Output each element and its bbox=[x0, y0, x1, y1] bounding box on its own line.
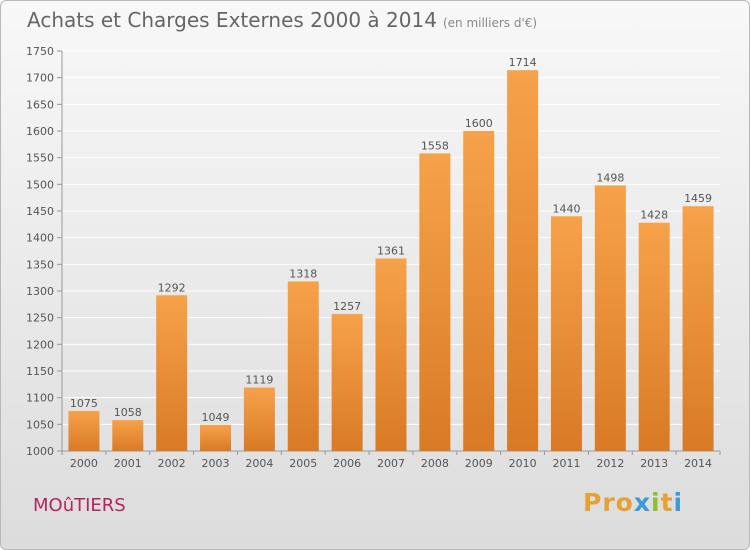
y-tick-label: 1400 bbox=[26, 232, 54, 245]
bars bbox=[68, 70, 714, 451]
y-tick-label: 1350 bbox=[26, 258, 54, 271]
x-tick-label-2012: 2012 bbox=[596, 457, 624, 470]
y-tick-label: 1150 bbox=[26, 365, 54, 378]
brand-letter: r bbox=[602, 488, 616, 517]
x-tick-label-2009: 2009 bbox=[465, 457, 493, 470]
bar-2001 bbox=[112, 420, 144, 451]
y-tick-label: 1700 bbox=[26, 72, 54, 85]
x-tick-label-2007: 2007 bbox=[377, 457, 405, 470]
y-tick-label: 1450 bbox=[26, 205, 54, 218]
bar-2008 bbox=[419, 153, 451, 451]
x-tick-label-2001: 2001 bbox=[114, 457, 142, 470]
x-tick-label-2011: 2011 bbox=[552, 457, 580, 470]
value-label-2011: 1440 bbox=[552, 202, 580, 215]
chart-title-text: Achats et Charges Externes 2000 à 2014 bbox=[27, 8, 437, 32]
bar-2011 bbox=[550, 216, 582, 451]
y-tick-label: 1650 bbox=[26, 98, 54, 111]
value-label-2007: 1361 bbox=[377, 244, 405, 257]
labels: 2000 1075 2001 1058 2002 1292 2003 1049 2004 1119… bbox=[70, 56, 712, 470]
brand-letter: o bbox=[615, 488, 634, 517]
proxiti-logo[interactable]: Proxiti bbox=[583, 488, 683, 517]
x-tick-label-2008: 2008 bbox=[421, 457, 449, 470]
bar-2007 bbox=[375, 258, 407, 451]
value-label-2000: 1075 bbox=[70, 397, 98, 410]
value-label-2008: 1558 bbox=[421, 139, 449, 152]
bar-2014 bbox=[682, 206, 714, 451]
x-tick-label-2005: 2005 bbox=[289, 457, 317, 470]
value-label-2012: 1498 bbox=[596, 171, 624, 184]
y-tick-label: 1600 bbox=[26, 125, 54, 138]
value-label-2014: 1459 bbox=[684, 192, 712, 205]
value-label-2009: 1600 bbox=[465, 117, 493, 130]
value-label-2004: 1119 bbox=[245, 374, 273, 387]
y-tick-label: 1550 bbox=[26, 152, 54, 165]
bar-2013 bbox=[638, 222, 670, 451]
y-tick-label: 1500 bbox=[26, 178, 54, 191]
value-label-2006: 1257 bbox=[333, 300, 361, 313]
value-label-2001: 1058 bbox=[114, 406, 142, 419]
x-tick-label-2014: 2014 bbox=[684, 457, 712, 470]
commune-name: MOûTIERS bbox=[33, 495, 126, 516]
brand-letter: i bbox=[673, 488, 684, 517]
y-tick-label: 1750 bbox=[26, 45, 54, 58]
bar-2003 bbox=[200, 424, 232, 451]
value-label-2005: 1318 bbox=[289, 267, 317, 280]
chart-units: (en milliers d'€) bbox=[442, 16, 538, 30]
chart-title: Achats et Charges Externes 2000 à 2014 (e… bbox=[27, 8, 537, 32]
bar-2005 bbox=[287, 281, 319, 451]
value-label-2003: 1049 bbox=[202, 411, 230, 424]
bar-2004 bbox=[243, 387, 275, 451]
y-tick-label: 1250 bbox=[26, 312, 54, 325]
bar-2012 bbox=[594, 185, 626, 451]
x-tick-label-2004: 2004 bbox=[245, 457, 273, 470]
brand-letter: x bbox=[633, 488, 651, 517]
y-tick-label: 1000 bbox=[26, 445, 54, 458]
y-tick-label: 1300 bbox=[26, 285, 54, 298]
x-tick-label-2002: 2002 bbox=[158, 457, 186, 470]
bar-2010 bbox=[507, 70, 539, 451]
value-label-2013: 1428 bbox=[640, 209, 668, 222]
bar-2009 bbox=[463, 131, 495, 451]
value-label-2010: 1714 bbox=[509, 56, 537, 69]
value-label-2002: 1292 bbox=[158, 281, 186, 294]
y-tick-label: 1100 bbox=[26, 392, 54, 405]
brand-letter: P bbox=[583, 488, 603, 517]
x-tick-label-2013: 2013 bbox=[640, 457, 668, 470]
x-tick-label-2010: 2010 bbox=[509, 457, 537, 470]
x-tick-label-2003: 2003 bbox=[202, 457, 230, 470]
bar-2002 bbox=[156, 295, 188, 451]
y-tick-label: 1200 bbox=[26, 338, 54, 351]
brand-letter: i bbox=[651, 488, 661, 517]
brand-letter: t bbox=[660, 488, 674, 517]
x-tick-label-2000: 2000 bbox=[70, 457, 98, 470]
bar-2000 bbox=[68, 411, 100, 451]
x-tick-label-2006: 2006 bbox=[333, 457, 361, 470]
bar-2006 bbox=[331, 313, 363, 451]
y-tick-label: 1050 bbox=[26, 418, 54, 431]
